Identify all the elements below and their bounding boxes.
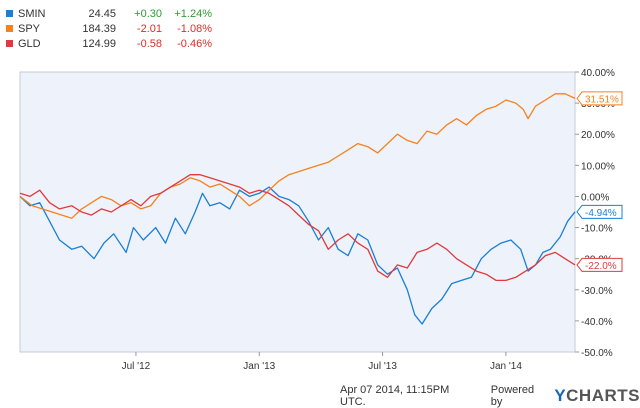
legend-swatch <box>6 10 13 17</box>
logo-y: Y <box>554 386 567 405</box>
legend-ticker: GLD <box>18 37 41 50</box>
legend-price: 24.45 <box>88 7 116 20</box>
x-tick-label: Jul '12 <box>122 361 151 372</box>
y-tick-label: -30.0% <box>581 286 613 297</box>
ycharts-logo[interactable]: YCHARTS <box>554 386 640 406</box>
x-tick-label: Jul '13 <box>368 361 397 372</box>
powered-by-label: Powered by <box>490 384 535 408</box>
end-label-box <box>576 204 623 219</box>
logo-text: CHARTS <box>566 386 640 405</box>
x-axis: Jul '12 Jan '13 Jul '13 Jan '14 <box>122 352 522 372</box>
y-tick-label: 10.00% <box>581 161 615 172</box>
plot-area <box>19 71 576 353</box>
legend-change: -0.58 <box>136 37 162 50</box>
series-lines <box>19 93 576 325</box>
legend-ticker: SPY <box>18 22 41 35</box>
legend-change: +0.30 <box>134 7 162 20</box>
legend-pct: +1.24% <box>174 7 212 20</box>
footer: Apr 07 2014, 11:15PM UTC. Powered by YCH… <box>340 384 640 408</box>
end-label-text: -4.94% <box>585 208 617 219</box>
legend-item-smin[interactable]: SMIN 24.45 +0.30 +1.24% <box>6 6 212 21</box>
legend-item-spy[interactable]: SPY 184.39 -2.01 -1.08% <box>6 21 212 36</box>
y-tick-label: -10.0% <box>581 224 613 235</box>
legend-ticker: SMIN <box>18 7 46 20</box>
legend-change: -2.01 <box>136 22 162 35</box>
end-label-text: 31.51% <box>585 94 619 105</box>
end-label-gld: -22.0% <box>576 257 623 272</box>
legend-price: 124.99 <box>82 37 116 50</box>
legend-pct: -1.08% <box>177 22 212 35</box>
series-line-gld <box>19 174 576 282</box>
timestamp: Apr 07 2014, 11:15PM UTC. <box>340 384 450 408</box>
x-tick-label: Jan '14 <box>490 361 522 372</box>
y-tick-label: -40.0% <box>581 317 613 328</box>
y-tick-label: 0.00% <box>581 192 609 203</box>
end-label-text: -22.0% <box>585 261 617 272</box>
y-tick-label: 40.00% <box>581 68 615 79</box>
y-tick-label: 20.00% <box>581 130 615 141</box>
end-labels: -4.94% 31.51% -22.0% <box>576 91 623 272</box>
series-line-spy <box>19 93 576 219</box>
legend: SMIN 24.45 +0.30 +1.24% SPY 184.39 -2.01… <box>6 6 212 51</box>
legend-swatch <box>6 25 13 32</box>
x-tick-label: Jan '13 <box>243 361 275 372</box>
end-label-smin: -4.94% <box>576 204 623 219</box>
legend-price: 184.39 <box>82 22 116 35</box>
legend-swatch <box>6 40 13 47</box>
y-tick-label: -50.0% <box>581 348 613 359</box>
end-label-spy: 31.51% <box>576 91 623 106</box>
legend-pct: -0.46% <box>177 37 212 50</box>
end-label-box <box>576 257 623 272</box>
legend-item-gld[interactable]: GLD 124.99 -0.58 -0.46% <box>6 36 212 51</box>
series-line-smin <box>19 186 576 325</box>
end-label-box <box>576 91 623 106</box>
